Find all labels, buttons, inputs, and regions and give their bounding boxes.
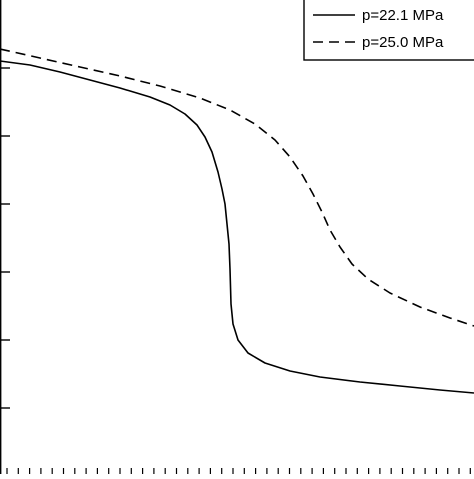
legend: p=22.1 MPa p=25.0 MPa [303, 0, 474, 61]
legend-label-series-2: p=25.0 MPa [362, 34, 444, 51]
legend-box [303, 0, 474, 61]
legend-label-series-1: p=22.1 MPa [362, 7, 444, 24]
series-line-2 [0, 48, 474, 327]
series-layer [0, 48, 474, 394]
series-line-1 [0, 60, 474, 394]
